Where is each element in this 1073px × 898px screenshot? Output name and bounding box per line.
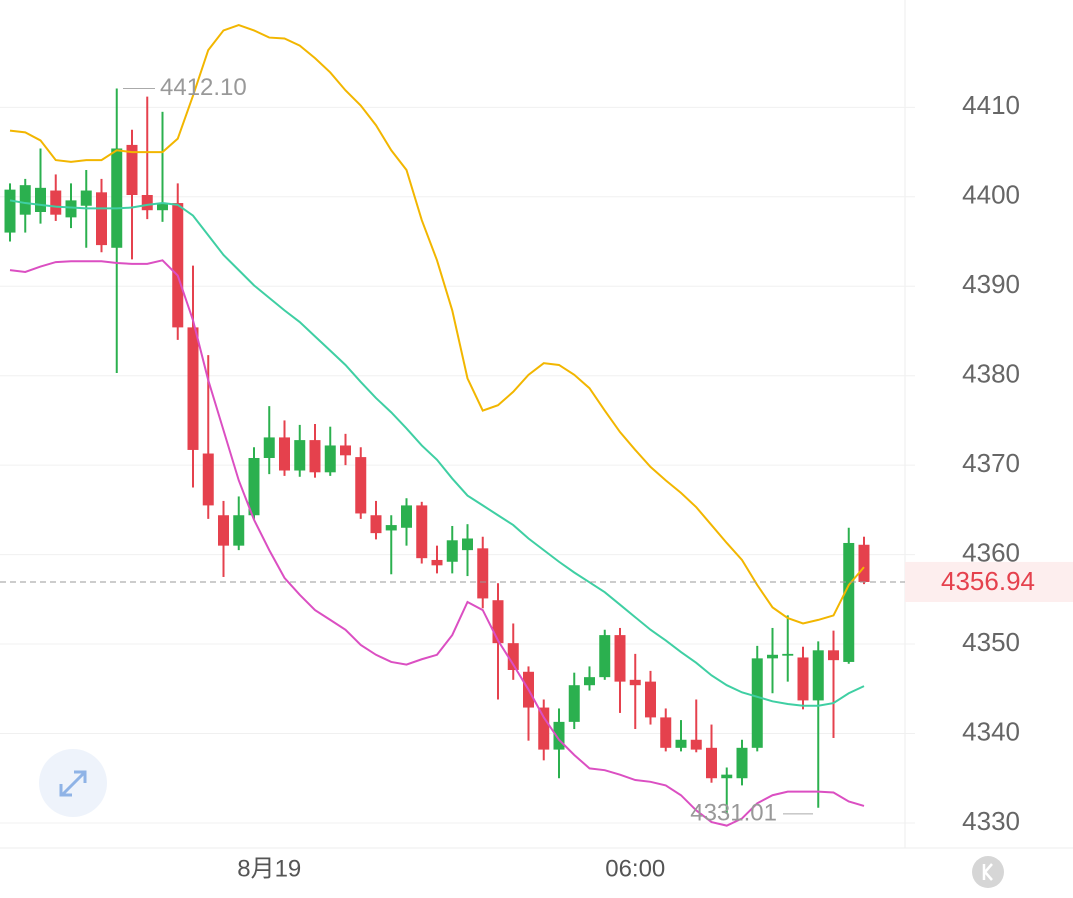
candle-body [492,600,504,644]
candle-body [782,653,794,656]
y-tick-label: 4350 [962,627,1020,657]
candle-body [629,679,641,686]
candle-body [385,525,397,531]
candle-body [477,548,489,599]
candle-body [218,515,229,546]
candle-body [19,185,31,215]
candle-body [767,654,778,659]
candle-body [462,538,473,551]
candle-body [736,747,748,779]
candle-body [401,505,412,528]
candle-body [324,445,336,473]
last-price-box [905,561,1073,602]
candle-body [446,540,458,562]
candle-body [706,747,717,779]
candle-body [96,192,107,246]
k-icon [982,863,993,881]
candle-body [416,505,428,559]
candle-body [294,440,306,471]
candle-body [675,739,687,748]
candle-body [370,515,382,534]
expand-icon [59,770,87,797]
candle-body [233,515,245,546]
candle-body [690,739,702,750]
x-tick-label: 06:00 [605,855,665,882]
candle-body [65,200,77,218]
candle-body [141,195,153,211]
y-tick-label: 4340 [962,716,1020,746]
y-tick-label: 4410 [962,90,1020,120]
max-label: 4412.10 [160,74,247,101]
candle-body [828,650,839,661]
band-line [9,259,865,827]
candle-body [507,643,519,670]
candle-body [279,437,290,471]
candle-body [172,203,184,328]
y-tick-label: 4380 [962,359,1020,389]
y-tick-label: 4390 [962,269,1020,299]
candle-body [721,774,733,779]
candle-body [187,327,199,450]
candle-body [843,542,855,662]
candle-body [263,437,275,458]
candle-body [50,190,62,215]
candle-body [4,189,16,233]
k-button[interactable] [972,856,1004,888]
candle-body [157,203,168,211]
candle-body [599,635,611,678]
candle-body [111,148,123,248]
candle-body [355,457,367,514]
candle-body [858,544,870,582]
expand-button[interactable] [39,749,107,817]
min-label: 4331.01 [690,799,777,826]
candle-body [614,635,626,682]
candle-body [584,677,595,686]
candle-body [126,144,138,196]
y-tick-label: 4400 [962,180,1020,210]
candle-body [645,681,656,718]
last-price-label: 4356.94 [941,566,1035,596]
candle-body [202,453,214,506]
band-line [9,23,865,625]
candle-body [309,440,321,473]
y-tick-label: 4330 [962,806,1020,836]
candle-body [797,657,809,701]
k-bg [972,856,1004,888]
candle-body [248,457,260,516]
candle-body [35,187,46,212]
candle-body [80,190,92,206]
candle-body [812,650,824,701]
candle-body [538,707,550,750]
candle-body [660,717,672,748]
candle-body [340,445,351,456]
band-line [9,199,865,707]
x-tick-label: 8月19 [237,855,301,882]
candle-body [553,721,565,750]
candle-body [568,685,580,722]
candle-body [751,658,763,748]
y-tick-label: 4370 [962,448,1020,478]
candle-body [431,559,443,566]
